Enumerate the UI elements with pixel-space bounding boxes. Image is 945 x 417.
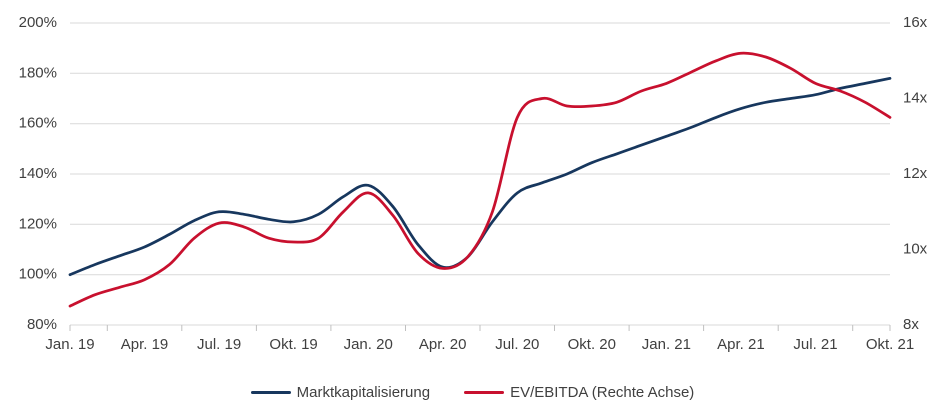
left-axis-label: 140%: [19, 165, 57, 182]
legend-item-marktkapitalisierung: Marktkapitalisierung: [250, 383, 431, 401]
marktkapitalisierung-line: [68, 77, 892, 277]
left-axis-label: 80%: [27, 316, 57, 333]
x-axis-label: Jan. 20: [344, 336, 393, 353]
left-axis-label: 160%: [19, 115, 57, 132]
x-axis-label: Jul. 19: [197, 336, 241, 353]
marktkapitalisierung-line-swatch: [250, 390, 291, 394]
legend: Marktkapitalisierung EV/EBITDA (Rechte A…: [0, 374, 945, 410]
left-axis-label: 180%: [19, 64, 57, 81]
x-axis-label: Apr. 21: [717, 336, 765, 353]
x-axis-label: Apr. 20: [419, 336, 467, 353]
x-axis-label: Jul. 20: [495, 336, 539, 353]
x-axis-label: Jan. 19: [45, 336, 94, 353]
right-axis-label: 10x: [903, 240, 928, 257]
left-axis-label: 120%: [19, 215, 57, 232]
right-axis-label: 16x: [903, 14, 928, 31]
left-axis-label: 100%: [19, 266, 57, 283]
x-axis-label: Apr. 19: [121, 336, 169, 353]
chart-plot-area: 200% 180% 160% 140% 120% 100% 80% 16x 14x 12x 10x 8…: [19, 14, 928, 353]
legend-label-ev-ebitda: EV/EBITDA (Rechte Achse): [510, 383, 695, 401]
legend-label-marktkapitalisierung: Marktkapitalisierung: [296, 383, 431, 401]
legend-item-ev-ebitda: EV/EBITDA (Rechte Achse): [464, 384, 694, 401]
right-axis-label: 14x: [903, 89, 928, 106]
right-axis-label: 8x: [903, 316, 919, 333]
x-axis-label: Okt. 21: [866, 336, 914, 353]
ev-ebitda-line-swatch: [464, 390, 505, 394]
x-axis-label: Okt. 20: [568, 336, 616, 353]
left-axis-label: 200%: [19, 14, 57, 31]
ev-ebitda-line: [68, 51, 892, 308]
right-axis-label: 12x: [903, 165, 928, 182]
x-axis-label: Okt. 19: [269, 336, 317, 353]
x-axis-label: Jul. 21: [793, 336, 837, 353]
x-axis-label: Jan. 21: [642, 336, 691, 353]
